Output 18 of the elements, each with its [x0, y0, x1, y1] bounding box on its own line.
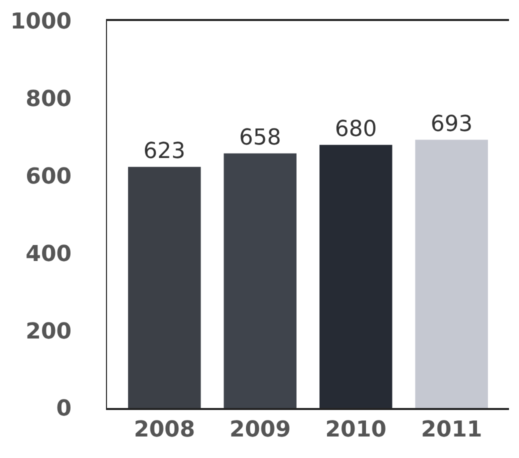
data-label: 658	[239, 125, 282, 150]
y-tick-label: 200	[26, 319, 72, 344]
y-tick-label: 800	[26, 87, 72, 112]
bar	[415, 140, 488, 408]
bar	[128, 166, 201, 408]
bar	[319, 144, 392, 408]
y-tick-label: 0	[56, 396, 72, 422]
y-tick-label: 1000	[10, 10, 72, 35]
y-tick-label: 600	[26, 164, 72, 190]
x-tick-label: 2009	[230, 417, 291, 442]
y-tick-label: 400	[26, 242, 72, 267]
bar	[224, 153, 297, 408]
x-tick-label: 2008	[134, 417, 196, 442]
x-tick-label: 2010	[325, 417, 386, 442]
data-label: 693	[430, 112, 473, 137]
data-label: 623	[143, 138, 186, 164]
x-tick-label: 2011	[420, 417, 482, 442]
data-label: 680	[334, 116, 377, 142]
